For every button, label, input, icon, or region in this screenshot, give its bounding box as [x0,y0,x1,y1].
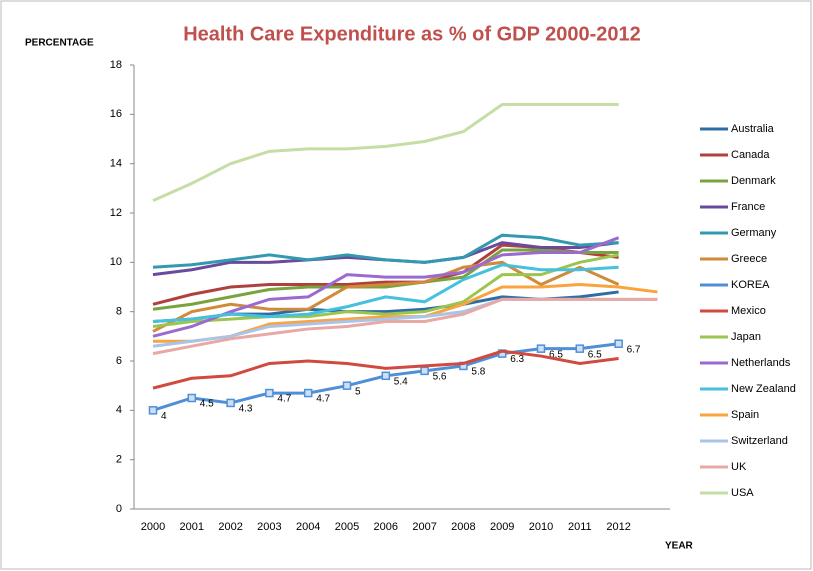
x-tick-label: 2000 [141,521,165,533]
y-tick-label: 18 [110,59,122,71]
x-tick-label: 2002 [218,521,242,533]
series-line [152,233,619,269]
series-line [152,263,619,324]
data-label: 5.4 [394,376,408,387]
x-tick-label: 2001 [180,521,204,533]
point-marker [575,344,585,353]
point-marker [226,398,235,408]
legend-label: Spain [731,409,759,421]
y-tick-label: 16 [110,108,122,120]
series-line [152,260,620,333]
y-tick-label: 6 [116,355,122,367]
point-marker [265,388,274,398]
legend-label: Germany [731,227,777,239]
series-line [152,253,619,328]
data-label: 6.7 [627,344,641,355]
y-tick-label: 14 [110,158,122,170]
data-label: 4.5 [200,399,214,410]
legend-label: Australia [731,123,775,135]
data-label: 6.3 [510,354,524,365]
x-tick-label: 2006 [374,521,398,533]
data-label: 5.8 [471,367,485,378]
data-label: 4 [161,411,167,422]
point-marker [342,381,352,390]
data-label: 6.5 [588,349,602,360]
series-line [152,102,619,203]
x-tick-label: 2005 [335,521,359,533]
series-line [152,297,658,356]
data-label: 5 [355,386,361,397]
x-tick-label: 2003 [257,521,281,533]
data-label: 4.7 [316,394,330,405]
point-marker [536,344,546,353]
legend-label: UK [731,461,747,473]
data-label: 6.5 [549,349,563,360]
legend-label: Greece [731,253,767,265]
point-marker [148,406,158,415]
y-tick-label: 0 [116,503,122,515]
data-label: 5.6 [433,372,447,383]
legend-label: Canada [731,149,770,161]
legend-label: Japan [731,331,761,343]
x-tick-label: 2007 [412,521,436,533]
x-tick-label: 2008 [451,521,475,533]
point-marker [381,371,391,381]
y-tick-label: 2 [116,454,122,466]
legend-label: New Zealand [731,383,796,395]
y-tick-label: 10 [110,256,122,268]
y-axis-label: PERCENTAGE [25,38,94,49]
point-marker [614,339,623,348]
x-tick-label: 2009 [490,521,514,533]
data-label: 4.3 [239,404,253,415]
y-tick-label: 4 [116,404,122,416]
x-tick-label: 2004 [296,521,320,533]
point-marker [420,366,429,376]
point-marker [303,388,313,398]
y-tick-label: 8 [116,306,122,318]
legend-label: Mexico [731,305,766,317]
x-tick-label: 2011 [568,521,592,533]
x-tick-label: 2010 [529,521,553,533]
series-line [152,248,619,311]
x-tick-label: 2012 [606,521,630,533]
legend-label: France [731,201,765,213]
series-line [152,236,620,338]
legend-label: KOREA [731,279,770,291]
y-tick-label: 12 [110,207,122,219]
point-marker [187,393,197,403]
data-label: 4.7 [277,394,291,405]
legend-label: Denmark [731,175,776,187]
series-line [152,349,619,390]
legend-label: USA [731,487,754,499]
legend-label: Switzerland [731,435,788,447]
chart-title: Health Care Expenditure as % of GDP 2000… [183,23,641,45]
legend-label: Netherlands [731,357,791,369]
x-axis-label: YEAR [665,541,694,552]
